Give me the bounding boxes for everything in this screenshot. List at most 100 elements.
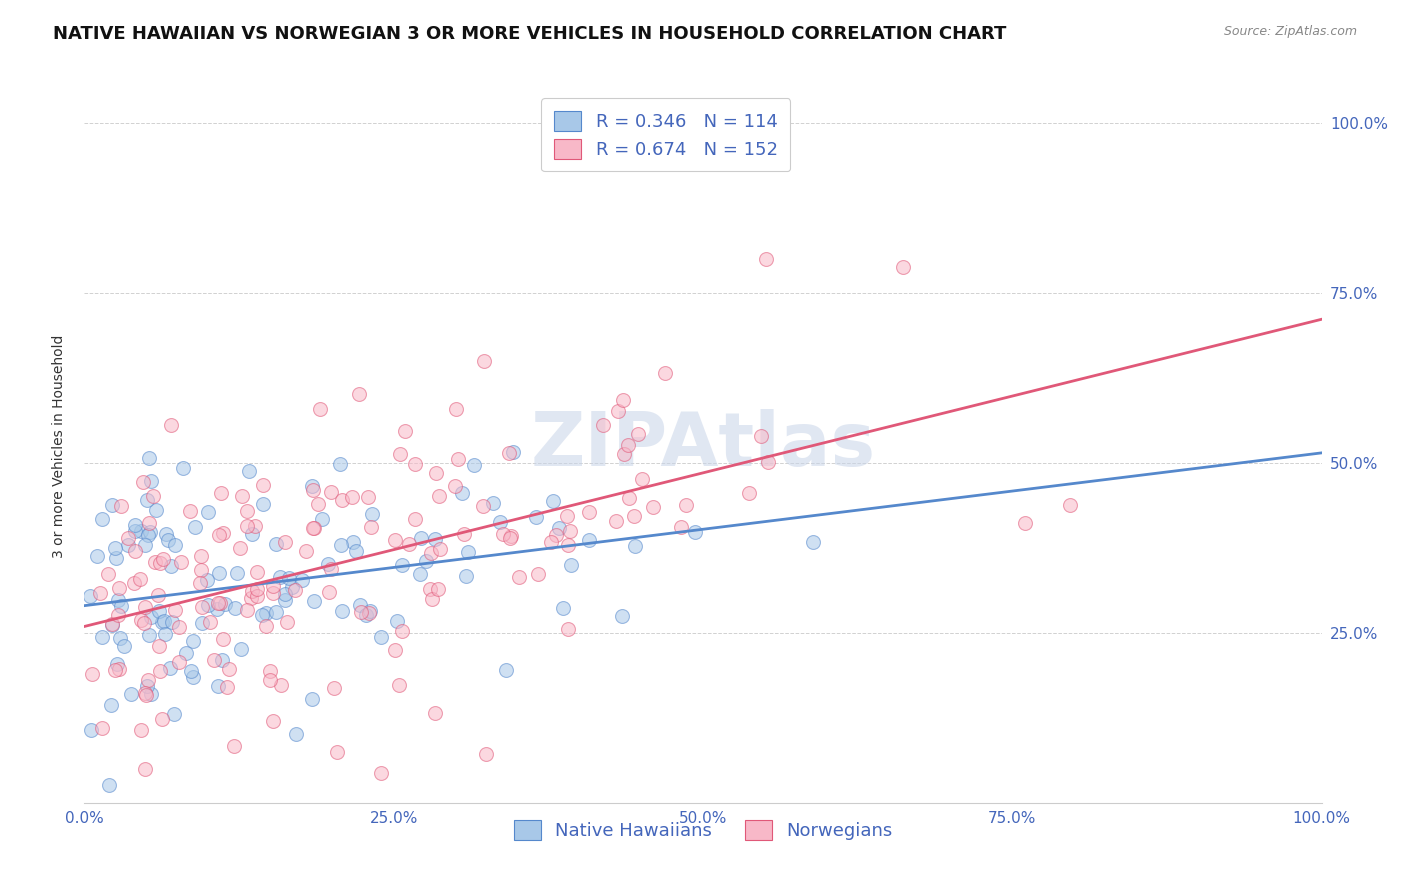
- Point: [555, 509, 578, 524]
- Point: [307, 497, 329, 511]
- Point: [540, 535, 562, 549]
- Point: [91, 630, 114, 644]
- Point: [295, 543, 318, 558]
- Point: [578, 533, 600, 548]
- Point: [388, 447, 411, 461]
- Point: [548, 521, 571, 535]
- Point: [117, 538, 139, 552]
- Point: [332, 604, 354, 618]
- Point: [150, 615, 173, 629]
- Point: [124, 524, 146, 538]
- Point: [254, 619, 277, 633]
- Point: [1014, 516, 1036, 531]
- Point: [328, 458, 350, 472]
- Text: Source: ZipAtlas.com: Source: ZipAtlas.com: [1223, 25, 1357, 38]
- Point: [499, 529, 522, 543]
- Point: [134, 686, 156, 700]
- Point: [190, 563, 212, 577]
- Point: [384, 642, 406, 657]
- Point: [613, 447, 636, 461]
- Point: [291, 573, 314, 587]
- Point: [259, 673, 281, 688]
- Point: [97, 566, 120, 581]
- Point: [148, 639, 170, 653]
- Point: [454, 568, 477, 582]
- Point: [108, 581, 131, 595]
- Point: [190, 549, 212, 563]
- Point: [409, 566, 432, 581]
- Point: [217, 680, 239, 694]
- Point: [453, 527, 475, 541]
- Point: [129, 572, 152, 586]
- Point: [131, 613, 153, 627]
- Point: [429, 542, 451, 557]
- Point: [498, 531, 520, 545]
- Point: [671, 520, 693, 534]
- Point: [749, 428, 772, 442]
- Point: [560, 558, 582, 573]
- Point: [495, 663, 517, 677]
- Point: [304, 594, 326, 608]
- Point: [560, 524, 582, 538]
- Point: [235, 504, 257, 518]
- Point: [236, 603, 259, 617]
- Point: [321, 484, 343, 499]
- Point: [163, 538, 186, 552]
- Point: [309, 401, 332, 416]
- Point: [149, 556, 172, 570]
- Point: [207, 679, 229, 693]
- Point: [250, 607, 273, 622]
- Point: [188, 575, 211, 590]
- Point: [301, 521, 323, 535]
- Point: [304, 521, 326, 535]
- Point: [264, 536, 287, 550]
- Point: [211, 526, 233, 541]
- Point: [354, 608, 377, 623]
- Point: [349, 599, 371, 613]
- Point: [756, 455, 779, 469]
- Point: [891, 260, 914, 274]
- Point: [578, 506, 600, 520]
- Point: [240, 527, 263, 541]
- Point: [457, 545, 479, 559]
- Point: [274, 534, 297, 549]
- Point: [463, 458, 485, 473]
- Point: [612, 392, 634, 407]
- Point: [274, 587, 297, 601]
- Point: [370, 766, 392, 780]
- Point: [270, 678, 292, 692]
- Point: [481, 496, 503, 510]
- Point: [316, 557, 339, 571]
- Point: [98, 778, 121, 792]
- Point: [344, 543, 367, 558]
- Point: [627, 427, 650, 442]
- Point: [107, 608, 129, 623]
- Point: [311, 512, 333, 526]
- Point: [415, 554, 437, 568]
- Point: [235, 518, 257, 533]
- Point: [156, 533, 179, 548]
- Point: [492, 527, 515, 541]
- Point: [132, 475, 155, 489]
- Point: [80, 723, 103, 738]
- Point: [557, 538, 579, 552]
- Point: [208, 566, 231, 581]
- Point: [245, 519, 267, 533]
- Point: [340, 490, 363, 504]
- Point: [524, 510, 547, 524]
- Point: [139, 524, 162, 539]
- Point: [225, 566, 247, 580]
- Point: [489, 515, 512, 529]
- Point: [447, 451, 470, 466]
- Point: [252, 478, 274, 492]
- Point: [423, 532, 446, 546]
- Point: [347, 386, 370, 401]
- Point: [370, 630, 392, 644]
- Point: [318, 585, 340, 599]
- Point: [101, 617, 124, 632]
- Point: [360, 508, 382, 522]
- Point: [110, 499, 132, 513]
- Point: [172, 461, 194, 475]
- Point: [181, 633, 204, 648]
- Point: [174, 646, 197, 660]
